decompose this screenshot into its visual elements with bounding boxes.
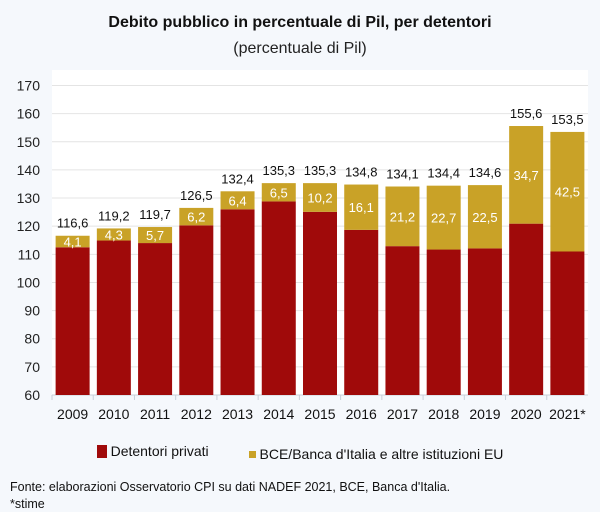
x-tick-label: 2010 (98, 406, 129, 422)
bar-private (179, 225, 214, 395)
x-tick-label: 2016 (346, 406, 377, 422)
y-tick-label: 130 (17, 190, 41, 206)
bar-private (550, 251, 585, 395)
bar-bce (303, 183, 337, 212)
x-tick-label: 2017 (387, 406, 418, 422)
y-tick-label: 70 (24, 359, 40, 375)
footnote: *stime (10, 497, 45, 511)
total-label: 132,4 (221, 171, 254, 186)
bar-private (138, 243, 173, 395)
segment-label: 4,3 (105, 227, 123, 242)
x-tick-label: 2012 (181, 406, 212, 422)
legend: Detentori privati BCE/Banca d'Italia e a… (0, 443, 600, 462)
x-tick-label: 2013 (222, 406, 253, 422)
segment-label: 10,2 (307, 190, 332, 205)
y-tick-label: 110 (18, 246, 41, 262)
bar-bce (344, 184, 379, 230)
legend-item-private: Detentori privati (96, 443, 209, 459)
bar-bce (179, 207, 214, 226)
segment-label: 22,7 (431, 211, 456, 226)
y-tick-label: 170 (17, 78, 41, 94)
stacked-bar-chart: 60 70 80 90 100 110 120 130 140 150 160 170 4,1 116,6… (16, 77, 588, 422)
y-tick-label: 160 (17, 106, 41, 122)
legend-swatch-bce (248, 450, 256, 458)
x-tick-label: 2011 (140, 406, 170, 422)
legend-swatch-private (96, 444, 107, 458)
legend-item-bce: BCE/Banca d'Italia e altre istituzioni E… (248, 446, 504, 462)
x-tick-label: 2020 (511, 406, 542, 422)
chart-title: Debito pubblico in percentuale di Pil, p… (108, 14, 492, 31)
bar-private (426, 249, 461, 395)
bar-bce (426, 185, 461, 250)
bar-private (303, 211, 337, 395)
bar-private (344, 229, 379, 395)
total-label: 135,3 (304, 163, 337, 178)
bar-bce (55, 235, 90, 248)
segment-label: 4,1 (64, 235, 82, 250)
total-label: 135,3 (262, 163, 295, 178)
total-label: 126,5 (180, 188, 213, 203)
total-label: 119,7 (139, 207, 171, 222)
bar-bce (509, 126, 544, 224)
segment-label: 6,2 (187, 210, 205, 225)
segment-label: 22,5 (472, 210, 497, 225)
bar-bce (220, 191, 255, 210)
y-tick-label: 150 (17, 134, 41, 150)
bar-bce (96, 228, 131, 241)
bar-bce (550, 131, 585, 252)
y-tick-label: 120 (17, 218, 41, 234)
x-tick-label: 2014 (263, 406, 294, 422)
bar-private (385, 246, 420, 395)
segment-label: 34,7 (513, 168, 538, 183)
bar-private (509, 223, 544, 395)
segment-label: 6,5 (270, 185, 288, 200)
y-tick-label: 90 (24, 303, 40, 319)
x-tick-label: 2019 (469, 406, 500, 422)
bar-private (467, 248, 502, 395)
total-label: 134,4 (427, 166, 460, 181)
bar-bce (385, 186, 420, 247)
chart-subtitle: (percentuale di Pil) (233, 40, 367, 57)
legend-label: Detentori privati (110, 443, 209, 459)
total-label: 134,8 (345, 165, 378, 180)
legend-label: BCE/Banca d'Italia e altre istituzioni E… (259, 446, 504, 462)
total-label: 153,5 (551, 112, 584, 127)
source-note: Fonte: elaborazioni Osservatorio CPI su … (10, 480, 451, 494)
total-label: 134,6 (469, 165, 502, 180)
bar-bce (138, 227, 173, 244)
bar-private (220, 209, 255, 395)
bar-bce (261, 183, 296, 202)
segment-label: 6,4 (228, 193, 246, 208)
y-tick-label: 80 (24, 331, 40, 347)
segment-label: 21,2 (390, 209, 415, 224)
segment-label: 42,5 (555, 185, 580, 200)
segment-label: 16,1 (349, 200, 374, 215)
x-tick-label: 2021* (549, 406, 586, 422)
total-label: 155,6 (510, 106, 543, 121)
y-tick-label: 140 (17, 162, 41, 178)
bar-bce (467, 185, 502, 249)
total-label: 134,1 (386, 167, 419, 182)
bar-private (55, 247, 90, 395)
total-label: 116,6 (57, 216, 89, 231)
bar-private (261, 201, 296, 395)
segment-label: 5,7 (146, 228, 164, 243)
x-tick-label: 2009 (57, 406, 88, 422)
y-tick-label: 60 (24, 387, 40, 403)
total-label: 119,2 (98, 208, 130, 223)
x-tick-label: 2015 (304, 406, 335, 422)
bar-private (96, 240, 131, 395)
x-tick-label: 2018 (428, 406, 459, 422)
y-tick-label: 100 (17, 274, 41, 290)
